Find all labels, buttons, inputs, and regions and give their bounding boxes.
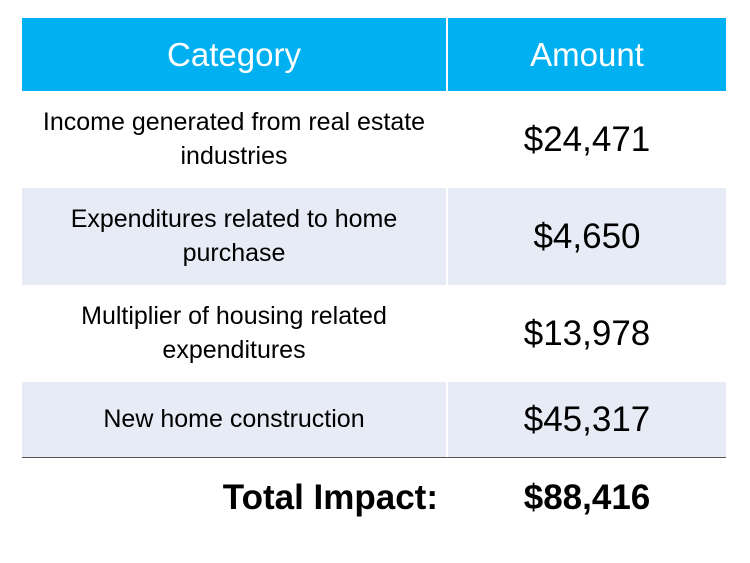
total-row: Total Impact: $88,416 (22, 458, 726, 538)
impact-table: Category Amount Income generated from re… (22, 18, 726, 538)
total-label: Total Impact: (222, 478, 438, 517)
amount-cell: $24,471 (523, 119, 651, 159)
category-cell: Expenditures related to home purchase (22, 188, 448, 285)
category-cell: Income generated from real estate indust… (22, 91, 448, 188)
table-row: Multiplier of housing related expenditur… (22, 285, 726, 382)
amount-cell: $4,650 (533, 216, 641, 256)
table-row: New home construction $45,317 (22, 382, 726, 457)
total-divider (22, 457, 726, 458)
column-header-amount: Amount (530, 35, 644, 73)
amount-cell: $45,317 (523, 399, 651, 439)
amount-cell: $13,978 (523, 313, 651, 353)
table-row: Expenditures related to home purchase $4… (22, 188, 726, 285)
column-header-category: Category (22, 18, 448, 91)
table-row: Income generated from real estate indust… (22, 91, 726, 188)
category-cell: New home construction (22, 382, 448, 457)
table-header-row: Category Amount (22, 18, 726, 91)
category-cell: Multiplier of housing related expenditur… (22, 285, 448, 382)
total-amount: $88,416 (523, 478, 651, 517)
